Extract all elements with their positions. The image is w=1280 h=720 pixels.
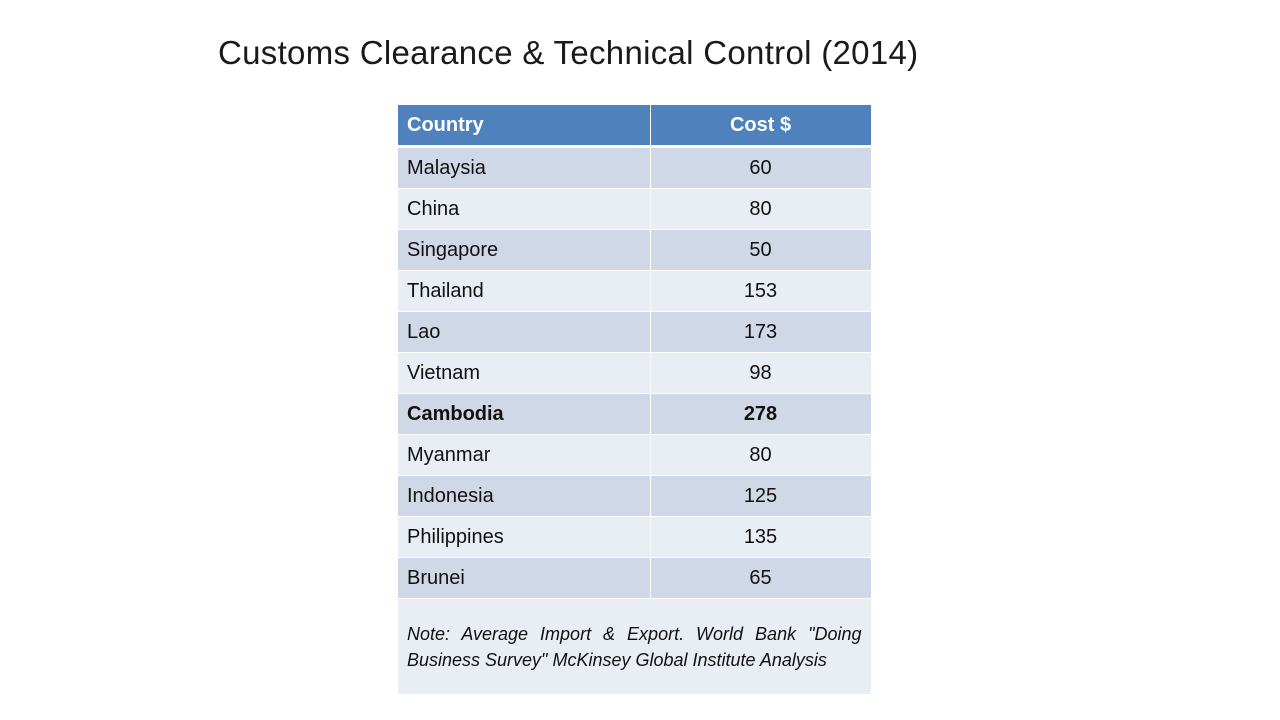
cell-cost: 65	[650, 557, 871, 599]
cell-cost: 173	[650, 311, 871, 353]
cell-country: China	[398, 188, 651, 230]
table-row: Malaysia 60	[398, 146, 871, 189]
cell-cost: 80	[650, 434, 871, 476]
cell-country: Brunei	[398, 557, 651, 599]
cell-cost: 278	[650, 393, 871, 435]
cell-country: Singapore	[398, 229, 651, 271]
table-row: Philippines 135	[398, 516, 871, 558]
cell-cost: 50	[650, 229, 871, 271]
cell-country: Myanmar	[398, 434, 651, 476]
cell-country: Thailand	[398, 270, 651, 312]
cell-country: Lao	[398, 311, 651, 353]
cell-cost: 125	[650, 475, 871, 517]
cell-cost: 98	[650, 352, 871, 394]
table-row: Vietnam 98	[398, 352, 871, 394]
cell-cost: 153	[650, 270, 871, 312]
cell-country: Cambodia	[398, 393, 651, 435]
table-note: Note: Average Import & Export. World Ban…	[398, 598, 871, 694]
table-row: Myanmar 80	[398, 434, 871, 476]
table-row: Brunei 65	[398, 557, 871, 599]
slide-title: Customs Clearance & Technical Control (2…	[218, 34, 919, 71]
cell-country: Malaysia	[398, 146, 651, 189]
table-row: Thailand 153	[398, 270, 871, 312]
table-row: Cambodia 278	[398, 393, 871, 435]
cell-cost: 135	[650, 516, 871, 558]
table-row: Indonesia 125	[398, 475, 871, 517]
cost-table-container: Country Cost $ Malaysia 60 China 80 Singapor…	[398, 105, 871, 694]
cell-cost: 60	[650, 146, 871, 189]
cell-country: Indonesia	[398, 475, 651, 517]
cell-country: Vietnam	[398, 352, 651, 394]
cell-country: Philippines	[398, 516, 651, 558]
note-row: Note: Average Import & Export. World Ban…	[398, 598, 871, 694]
table-header-row: Country Cost $	[398, 105, 871, 148]
cell-cost: 80	[650, 188, 871, 230]
table-body: Malaysia 60 China 80 Singapore 50 Thailand 153 L…	[398, 146, 871, 599]
table-row: Lao 173	[398, 311, 871, 353]
cost-table: Country Cost $ Malaysia 60 China 80 Singapor…	[398, 105, 871, 694]
table-row: Singapore 50	[398, 229, 871, 271]
header-cost: Cost $	[650, 105, 871, 148]
header-country: Country	[398, 105, 651, 148]
table-row: China 80	[398, 188, 871, 230]
